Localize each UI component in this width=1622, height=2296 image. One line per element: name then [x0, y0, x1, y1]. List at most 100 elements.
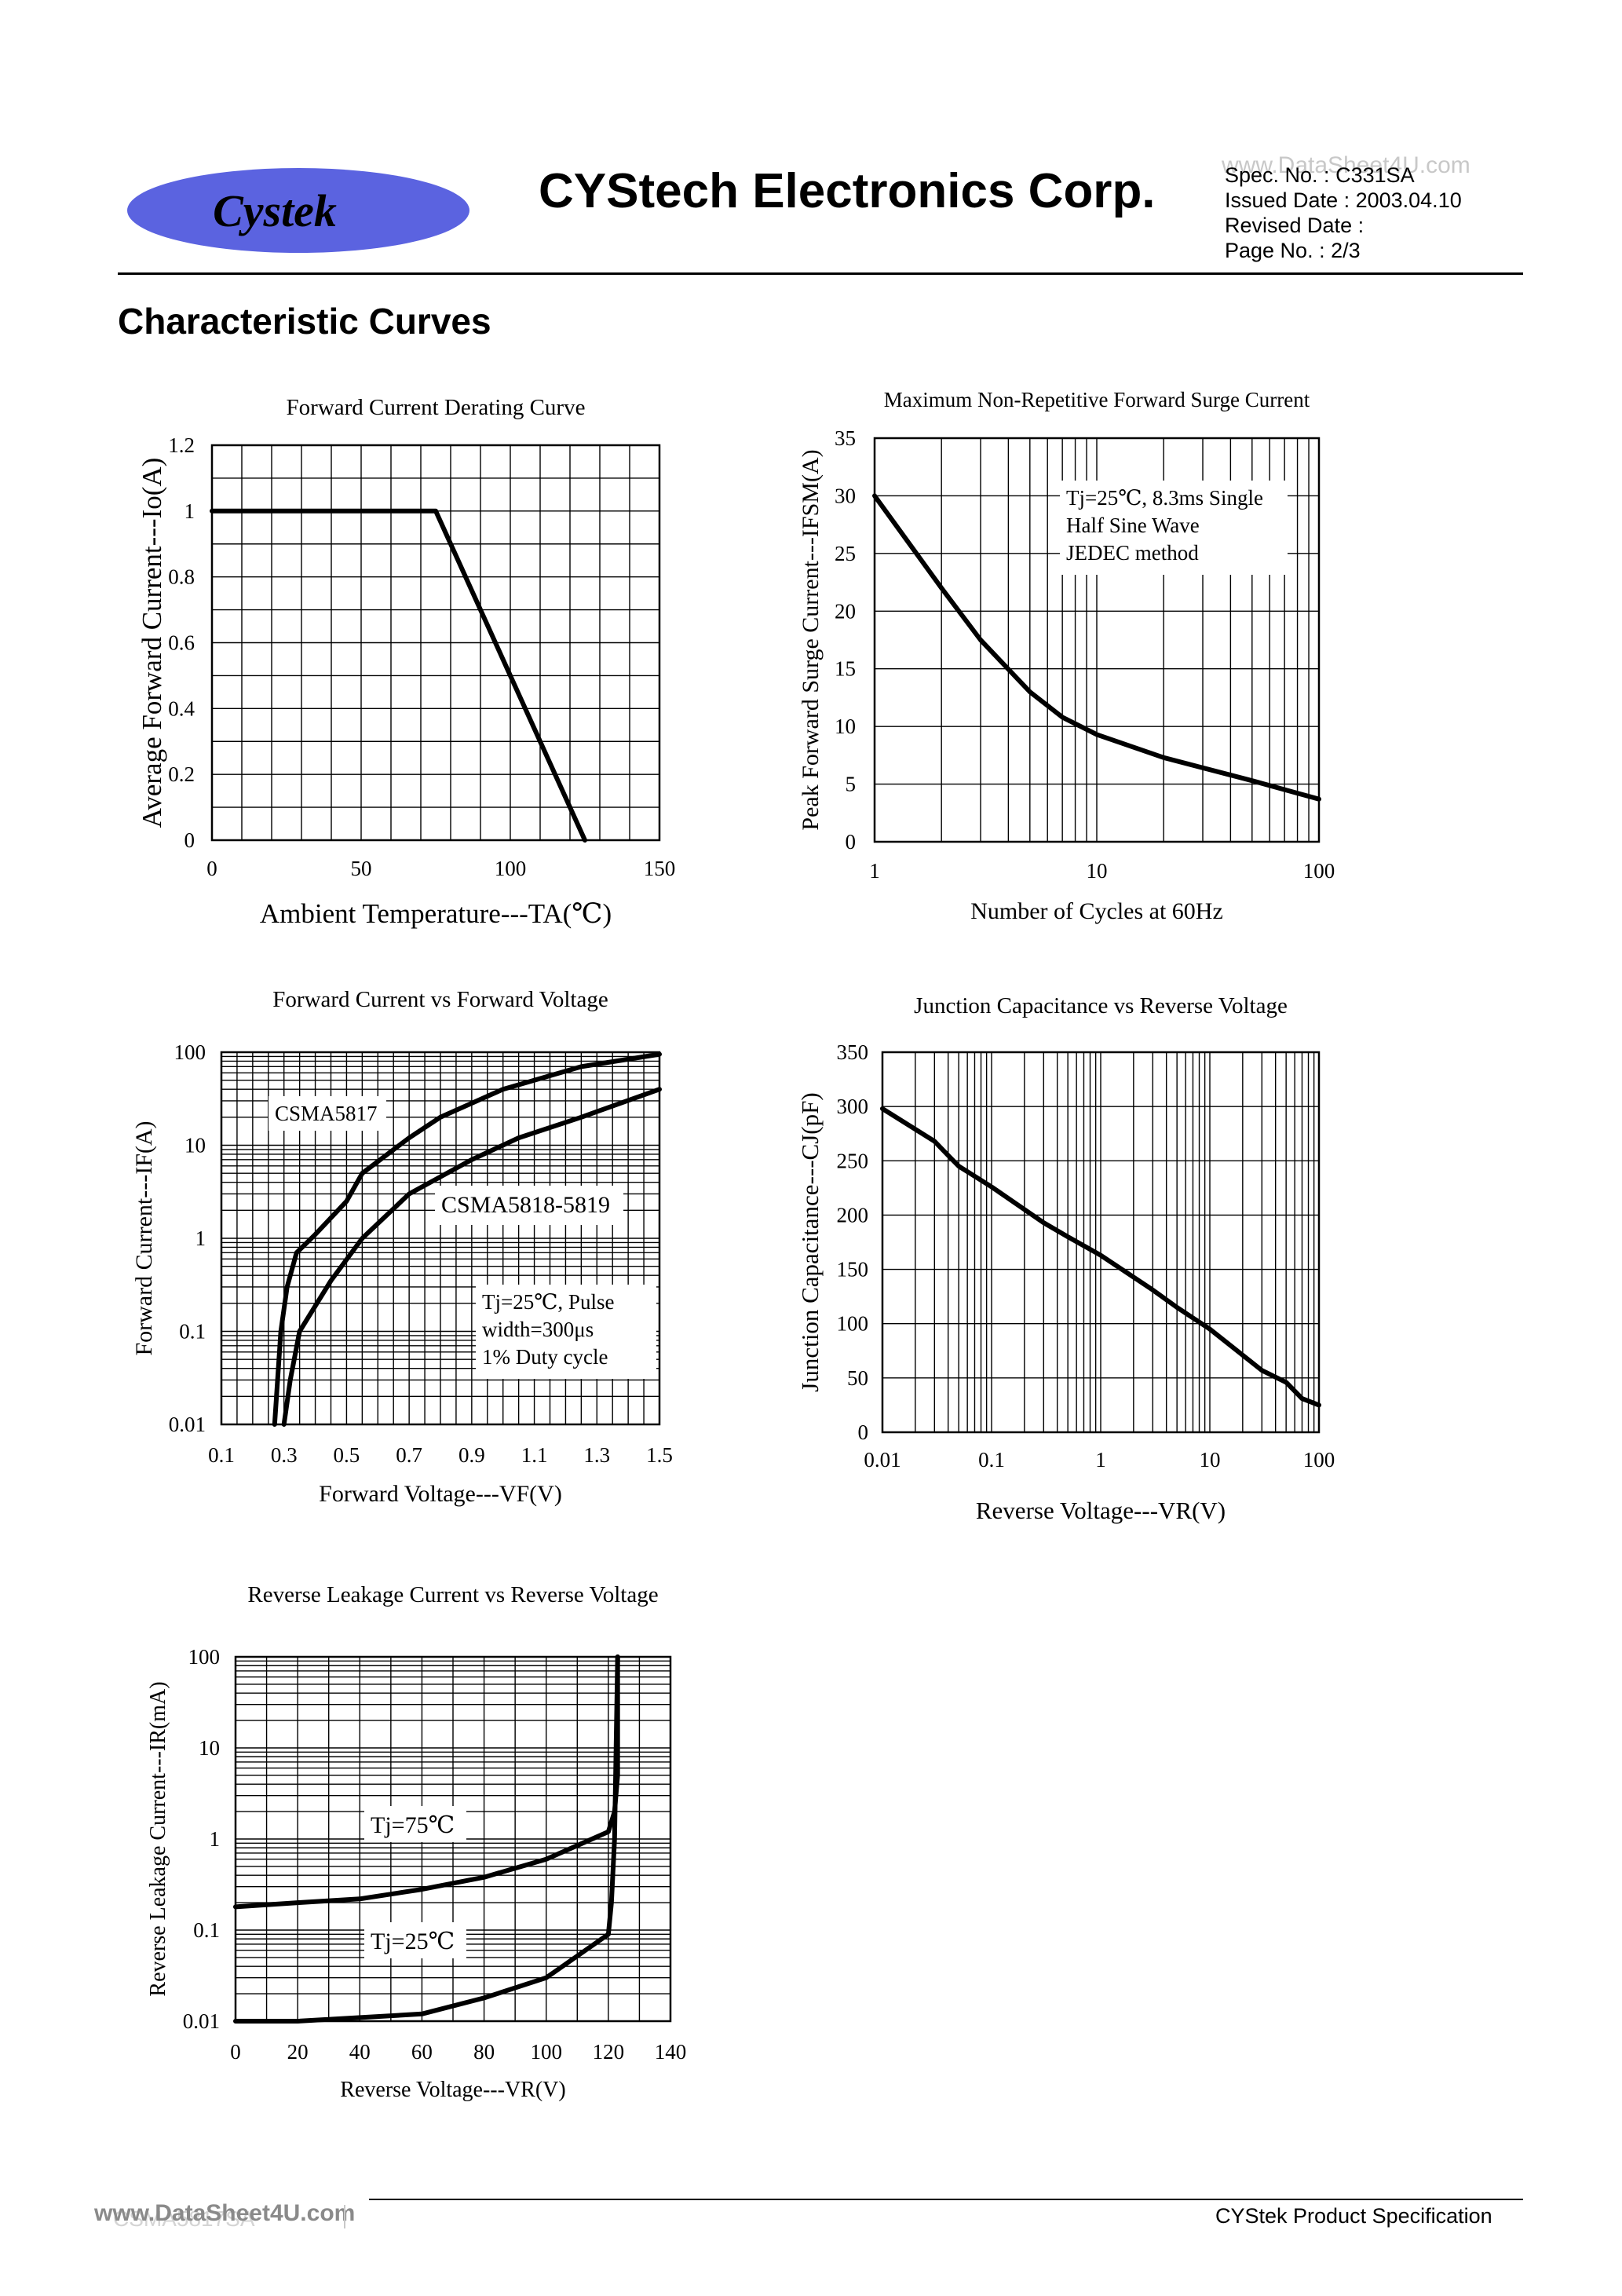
y-tick-label: 250 [837, 1149, 869, 1172]
y-tick-label: 1 [195, 1227, 206, 1250]
annotation-bg [269, 1096, 386, 1131]
y-tick-label: 50 [847, 1366, 868, 1390]
y-axis-label: Reverse Leakage Current---IR(mA) [146, 1681, 170, 1996]
chart-surge: 1 10 100 0 5 10 15 20 25 30 35 Maximum Non-Repetiti… [798, 388, 1335, 924]
annotation-bg [435, 1186, 623, 1225]
legend-tj25: Tj=25℃ [364, 1922, 466, 1958]
x-tick-label: 0 [206, 857, 217, 880]
y-tick-label: 150 [837, 1258, 869, 1281]
annotation-line: Half Sine Wave [1066, 514, 1200, 537]
x-tick-label: 60 [411, 2040, 433, 2064]
y-tick-label: 30 [835, 484, 856, 507]
y-tick-label: 0.01 [183, 2009, 220, 2033]
annotation-line: Tj=25℃, Pulse [482, 1290, 614, 1314]
section-title: Characteristic Curves [118, 301, 491, 342]
y-tick-label: 350 [837, 1040, 869, 1064]
x-tick-label: 10 [1200, 1448, 1221, 1472]
ivf-annotation: Tj=25℃, Pulse width=300μs 1% Duty cycle [476, 1285, 656, 1379]
chart-title: Junction Capacitance vs Reverse Voltage [914, 993, 1288, 1018]
y-tick-label: 100 [188, 1645, 221, 1669]
plot-frame [234, 1655, 672, 2023]
x-tick-label: 120 [593, 2040, 625, 2064]
series-csma5818 [281, 1087, 662, 1427]
x-axis-label: Ambient Temperature---TA(℃) [260, 898, 612, 929]
y-tick-label: 0.2 [168, 762, 195, 786]
y-tick-label: 20 [835, 599, 856, 623]
y-tick-label: 100 [174, 1040, 206, 1064]
spec-no: Spec. No. : C331SA [1225, 163, 1415, 187]
logo-text: Cystek [213, 185, 337, 236]
y-tick-label: 100 [837, 1312, 869, 1336]
chart-title: Maximum Non-Repetitive Forward Surge Cur… [884, 388, 1310, 411]
y-axis-label: Junction Capacitance---CJ(pF) [796, 1092, 824, 1391]
series-capacitance [880, 1106, 1321, 1408]
x-tick-label: 1.3 [583, 1443, 610, 1467]
series-tj75 [233, 1654, 620, 1910]
y-tick-label: 10 [835, 715, 856, 738]
y-tick-label: 200 [837, 1203, 869, 1227]
y-tick-label: 0.4 [168, 696, 195, 720]
x-tick-label: 50 [351, 857, 372, 880]
annotation-line: Tj=25℃, 8.3ms Single [1066, 486, 1263, 510]
annotation-bg [476, 1285, 656, 1379]
header-rule [118, 272, 1523, 275]
x-axis-label: Reverse Voltage---VR(V) [976, 1497, 1226, 1524]
y-tick-label: 0.6 [168, 631, 195, 655]
series-derating [210, 508, 587, 843]
watermark-top: www.DataSheet4U.com [1222, 152, 1470, 178]
x-tick-label: 150 [644, 857, 676, 880]
footer-faded-part: CSMA5817SA [113, 2206, 255, 2231]
x-axis-label: Forward Voltage---VF(V) [319, 1481, 562, 1507]
series-csma5817 [272, 1051, 662, 1427]
annotation-bg [1060, 481, 1288, 575]
annotation-line: CSMA5818-5819 [441, 1192, 610, 1218]
annotation-line: width=300μs [482, 1318, 594, 1341]
y-tick-label: 0 [184, 828, 195, 852]
chart-derating: 0 50 100 150 0 0.2 0.4 0.6 0.8 1 1.2 Forward Curren… [137, 395, 675, 929]
y-axis-label: Peak Forward Surge Current---IFSM(A) [798, 449, 824, 830]
x-tick-label: 0.1 [978, 1448, 1005, 1472]
x-tick-label: 0.9 [458, 1443, 485, 1467]
annotation-bg [364, 1922, 466, 1958]
x-tick-label: 0.7 [396, 1443, 422, 1467]
annotation-line: JEDEC method [1066, 541, 1199, 565]
x-tick-label: 0.1 [208, 1443, 235, 1467]
chart-title: Forward Current vs Forward Voltage [272, 987, 608, 1012]
x-tick-label: 0.5 [334, 1443, 360, 1467]
x-axis-label: Reverse Voltage---VR(V) [340, 2078, 565, 2102]
annotation-bg [364, 1806, 466, 1842]
series-tj25 [233, 1654, 620, 2024]
y-tick-label: 0 [858, 1420, 869, 1444]
x-tick-label: 0.01 [864, 1448, 901, 1472]
legend-csma5818: CSMA5818-5819 [435, 1186, 623, 1225]
company-logo: Cystek [126, 165, 471, 256]
x-tick-label: 100 [530, 2040, 562, 2064]
y-axis-label: Forward Current---IF(A) [131, 1121, 157, 1355]
legend-tj75: Tj=75℃ [364, 1806, 466, 1842]
footer-spec: CYStek Product Specification [1215, 2204, 1492, 2228]
y-tick-label: 1 [184, 499, 195, 523]
y-tick-label: 15 [835, 657, 856, 681]
y-tick-label: 25 [835, 542, 856, 565]
plot-frame [220, 1051, 661, 1426]
x-tick-label: 1 [1095, 1448, 1106, 1472]
chart-ivf: 0.1 0.3 0.5 0.7 0.9 1.1 1.3 1.50.010.1110100For… [131, 987, 673, 1507]
footer-watermark: www.DataSheet4U.com [94, 2200, 356, 2226]
x-tick-label: 80 [473, 2040, 495, 2064]
x-tick-label: 100 [1303, 859, 1335, 883]
x-tick-label: 100 [1303, 1448, 1335, 1472]
page-no: Page No. : 2/3 [1225, 239, 1361, 262]
plot-frame [881, 1051, 1321, 1434]
company-name: CYStech Electronics Corp. [539, 164, 1156, 218]
y-tick-label: 35 [835, 426, 856, 450]
surge-annotation: Tj=25℃, 8.3ms Single Half Sine Wave JEDEC … [1060, 481, 1288, 575]
issued-date: Issued Date : 2003.04.10 [1225, 188, 1462, 212]
x-tick-label: 20 [287, 2040, 309, 2064]
y-tick-label: 1 [210, 1827, 221, 1851]
chart-title: Reverse Leakage Current vs Reverse Volta… [247, 1582, 658, 1607]
chart-title: Forward Current Derating Curve [287, 395, 586, 420]
revised-date: Revised Date : [1225, 214, 1364, 237]
x-tick-label: 100 [495, 857, 527, 880]
series-surge [872, 493, 1321, 802]
